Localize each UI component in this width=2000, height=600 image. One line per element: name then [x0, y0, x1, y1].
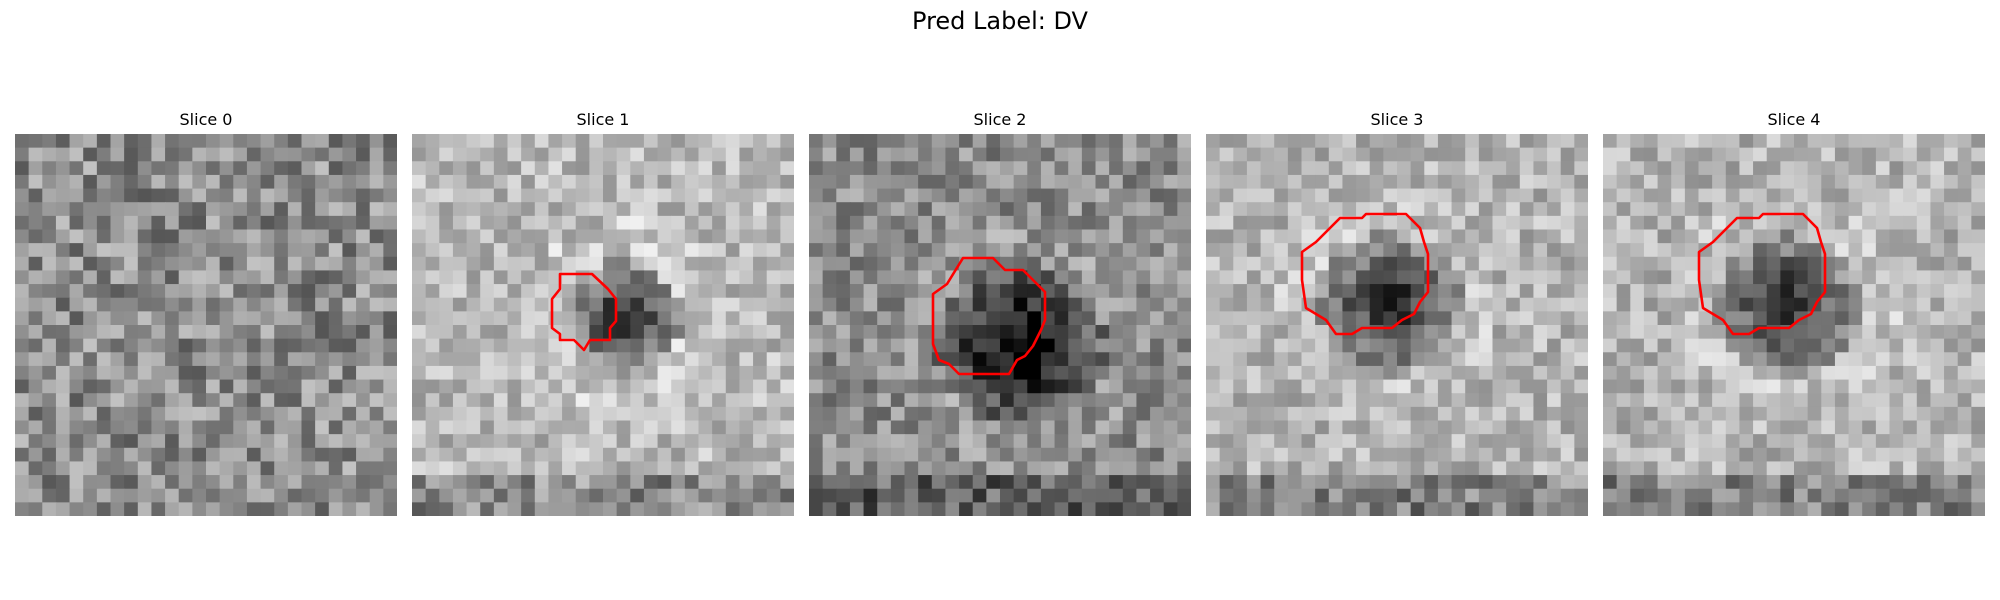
slice-panel-3: Slice 3	[1206, 0, 1588, 600]
pixel-grid	[412, 134, 794, 516]
slice-image	[809, 134, 1191, 516]
slice-title: Slice 1	[576, 110, 630, 129]
figure-title: Pred Label: DV	[912, 7, 1088, 35]
pixel-grid	[1603, 134, 1985, 516]
slice-title: Slice 2	[973, 110, 1027, 129]
pixel-grid	[809, 134, 1191, 516]
pixel-grid	[15, 134, 397, 516]
slice-title: Slice 4	[1767, 110, 1821, 129]
slice-image	[412, 134, 794, 516]
slice-panel-4: Slice 4	[1603, 0, 1985, 600]
slice-panel-1: Slice 1	[412, 0, 794, 600]
slice-image	[1206, 134, 1588, 516]
segmentation-contour	[931, 256, 1047, 376]
slice-image	[15, 134, 397, 516]
slice-panel-0: Slice 0	[15, 0, 397, 600]
segmentation-contour	[550, 272, 618, 352]
slice-title: Slice 0	[179, 110, 233, 129]
pixel-grid	[1206, 134, 1588, 516]
slice-panel-2: Slice 2	[809, 0, 1191, 600]
segmentation-contour	[1697, 212, 1827, 336]
segmentation-contour	[1300, 212, 1430, 336]
slice-image	[1603, 134, 1985, 516]
slice-title: Slice 3	[1370, 110, 1424, 129]
